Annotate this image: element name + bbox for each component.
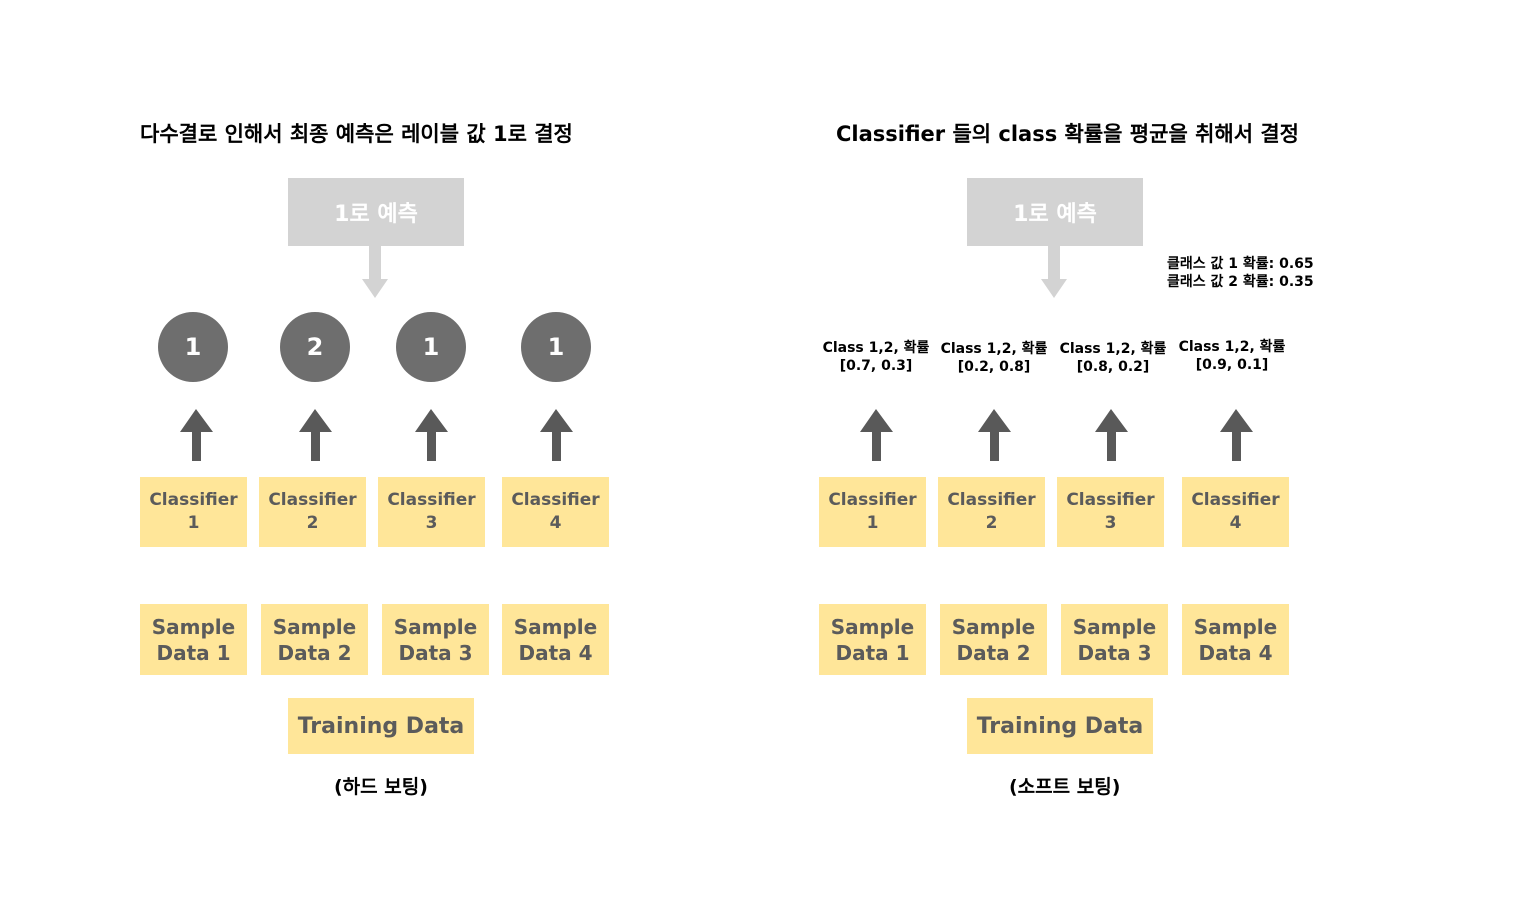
sample-line2: Data 1 xyxy=(835,640,910,665)
up-arrow xyxy=(415,409,448,461)
sample-line1: Sample xyxy=(951,614,1036,639)
sample-line2: Data 4 xyxy=(1198,640,1273,665)
sample-line1: Sample xyxy=(1193,614,1278,639)
probability-values: [0.7, 0.3] xyxy=(839,358,913,374)
classifier-number: 2 xyxy=(985,513,998,533)
classifier-name: Classifier xyxy=(268,490,357,510)
vote-circle: 1 xyxy=(521,312,591,382)
classifier-number: 3 xyxy=(1104,513,1117,533)
sample-line1: Sample xyxy=(151,614,236,639)
classifier-box: Classifier 1 xyxy=(140,477,247,547)
average-class-1: 클래스 값 1 확률: 0.65 xyxy=(1167,256,1314,272)
classifier-number: 4 xyxy=(1229,513,1242,533)
sample-line1: Sample xyxy=(272,614,357,639)
classifier-name: Classifier xyxy=(1191,490,1280,510)
sample-line1: Sample xyxy=(1072,614,1157,639)
sample-data-box: Sample Data 4 xyxy=(1182,604,1289,675)
sample-data-box: Sample Data 3 xyxy=(382,604,489,675)
class-probability: Class 1,2, 확률 [0.7, 0.3] xyxy=(815,339,937,375)
classifier-box: Classifier 2 xyxy=(259,477,366,547)
classifier-name: Classifier xyxy=(828,490,917,510)
sample-data-box: Sample Data 4 xyxy=(502,604,609,675)
up-arrow xyxy=(180,409,213,461)
classifier-box: Classifier 3 xyxy=(378,477,485,547)
class-probability: Class 1,2, 확률 [0.9, 0.1] xyxy=(1171,338,1293,374)
sample-data-box: Sample Data 2 xyxy=(940,604,1047,675)
classifier-number: 1 xyxy=(187,513,200,533)
classifier-number: 4 xyxy=(549,513,562,533)
classifier-name: Classifier xyxy=(387,490,476,510)
sample-line1: Sample xyxy=(393,614,478,639)
up-arrow xyxy=(978,409,1011,461)
sample-line2: Data 2 xyxy=(956,640,1031,665)
training-data-box: Training Data xyxy=(288,698,474,754)
vote-circle: 2 xyxy=(280,312,350,382)
vote-circle: 1 xyxy=(396,312,466,382)
classifier-number: 2 xyxy=(306,513,319,533)
classifier-box: Classifier 4 xyxy=(502,477,609,547)
classifier-name: Classifier xyxy=(149,490,238,510)
classifier-name: Classifier xyxy=(511,490,600,510)
up-arrow xyxy=(540,409,573,461)
probability-label: Class 1,2, 확률 xyxy=(1059,341,1167,357)
sample-line1: Sample xyxy=(513,614,598,639)
class-probability: Class 1,2, 확률 [0.2, 0.8] xyxy=(933,340,1055,376)
sample-line2: Data 1 xyxy=(156,640,231,665)
hard-voting-caption: (하드 보팅) xyxy=(334,776,428,798)
probability-label: Class 1,2, 확률 xyxy=(822,340,930,356)
classifier-name: Classifier xyxy=(1066,490,1155,510)
probability-label: Class 1,2, 확률 xyxy=(1178,339,1286,355)
soft-voting-title: Classifier 들의 class 확률을 평균을 취해서 결정 xyxy=(836,122,1299,146)
class-probability: Class 1,2, 확률 [0.8, 0.2] xyxy=(1052,340,1174,376)
sample-line2: Data 3 xyxy=(398,640,473,665)
probability-values: [0.2, 0.8] xyxy=(957,359,1031,375)
classifier-name: Classifier xyxy=(947,490,1036,510)
up-arrow xyxy=(1220,409,1253,461)
classifier-box: Classifier 3 xyxy=(1057,477,1164,547)
classifier-number: 3 xyxy=(425,513,438,533)
hard-prediction-box: 1로 예측 xyxy=(288,178,464,246)
soft-prediction-box: 1로 예측 xyxy=(967,178,1143,246)
sample-line2: Data 3 xyxy=(1077,640,1152,665)
sample-data-box: Sample Data 1 xyxy=(819,604,926,675)
down-arrow xyxy=(1041,246,1067,298)
sample-data-box: Sample Data 3 xyxy=(1061,604,1168,675)
probability-values: [0.8, 0.2] xyxy=(1076,359,1150,375)
classifier-box: Classifier 4 xyxy=(1182,477,1289,547)
down-arrow xyxy=(362,246,388,298)
sample-data-box: Sample Data 2 xyxy=(261,604,368,675)
up-arrow xyxy=(299,409,332,461)
up-arrow xyxy=(860,409,893,461)
average-class-2: 클래스 값 2 확률: 0.35 xyxy=(1167,274,1314,290)
up-arrow xyxy=(1095,409,1128,461)
sample-line1: Sample xyxy=(830,614,915,639)
vote-circle: 1 xyxy=(158,312,228,382)
classifier-box: Classifier 2 xyxy=(938,477,1045,547)
probability-values: [0.9, 0.1] xyxy=(1195,357,1269,373)
training-data-box: Training Data xyxy=(967,698,1153,754)
sample-data-box: Sample Data 1 xyxy=(140,604,247,675)
sample-line2: Data 2 xyxy=(277,640,352,665)
soft-voting-caption: (소프트 보팅) xyxy=(1009,776,1121,798)
classifier-box: Classifier 1 xyxy=(819,477,926,547)
average-probability: 클래스 값 1 확률: 0.65 클래스 값 2 확률: 0.35 xyxy=(1167,255,1314,291)
hard-voting-title: 다수결로 인해서 최종 예측은 레이블 값 1로 결정 xyxy=(140,122,573,146)
sample-line2: Data 4 xyxy=(518,640,593,665)
probability-label: Class 1,2, 확률 xyxy=(940,341,1048,357)
classifier-number: 1 xyxy=(866,513,879,533)
